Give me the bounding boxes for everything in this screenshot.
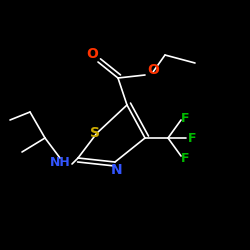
Text: S: S	[90, 126, 100, 140]
Text: NH: NH	[50, 156, 70, 168]
Text: F: F	[181, 152, 189, 164]
Text: N: N	[111, 163, 123, 177]
Text: O: O	[86, 47, 98, 61]
Text: F: F	[181, 112, 189, 124]
Text: O: O	[147, 63, 159, 77]
Text: F: F	[188, 132, 196, 144]
